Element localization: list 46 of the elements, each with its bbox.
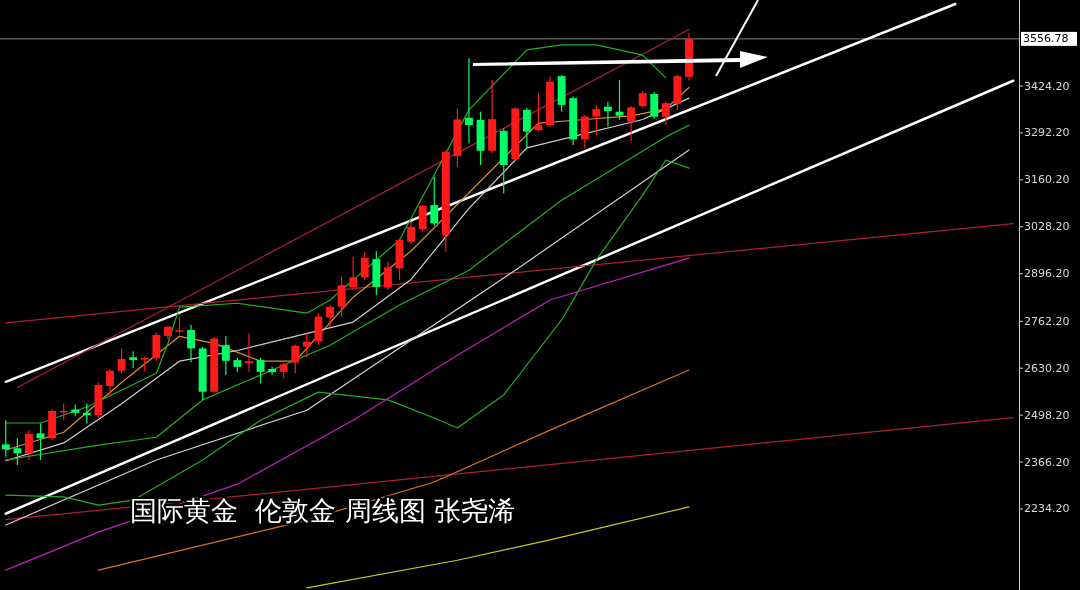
y-tick-label: 2366.20 bbox=[1024, 455, 1070, 469]
candlestick bbox=[326, 304, 334, 328]
candlestick bbox=[418, 204, 427, 233]
candlestick bbox=[256, 357, 265, 384]
candlestick bbox=[337, 275, 346, 318]
candlestick bbox=[430, 176, 439, 227]
candlestick bbox=[534, 92, 543, 133]
y-tick-label: 2630.20 bbox=[1024, 361, 1070, 375]
candlestick bbox=[187, 324, 195, 363]
line-series bbox=[5, 257, 690, 571]
candlestick bbox=[36, 422, 45, 461]
candlestick bbox=[627, 105, 636, 143]
y-tick-label: 3028.20 bbox=[1024, 220, 1070, 234]
candlestick bbox=[383, 261, 392, 291]
candlestick bbox=[268, 366, 277, 376]
candlestick bbox=[221, 335, 230, 376]
candlestick bbox=[13, 437, 22, 466]
candlestick bbox=[592, 104, 601, 136]
candlestick bbox=[349, 256, 358, 289]
y-tick-label: 3160.20 bbox=[1024, 173, 1070, 187]
candlestick bbox=[650, 91, 659, 120]
candlestick bbox=[117, 347, 126, 374]
candlestick bbox=[25, 429, 33, 461]
y-tick-label: 2762.20 bbox=[1024, 314, 1070, 328]
candlestick bbox=[603, 101, 612, 128]
candlestick bbox=[106, 368, 114, 398]
candlestick bbox=[407, 221, 416, 245]
candlestick bbox=[245, 332, 253, 373]
y-tick-label: 2896.20 bbox=[1024, 267, 1070, 281]
y-tick-label: 3292.20 bbox=[1024, 126, 1070, 140]
y-tick-label: 2498.20 bbox=[1024, 408, 1070, 422]
candlestick bbox=[291, 343, 300, 374]
line-series bbox=[5, 44, 667, 424]
candlestick bbox=[360, 251, 369, 281]
candlestick bbox=[302, 332, 311, 358]
candlestick bbox=[1, 419, 10, 458]
ref-line-label: 3556.78 bbox=[1023, 32, 1069, 46]
y-tick-label: 3424.20 bbox=[1024, 79, 1070, 93]
candlestick bbox=[661, 101, 670, 126]
candlestick bbox=[465, 57, 473, 144]
line-series bbox=[97, 369, 690, 571]
candlestick bbox=[580, 114, 589, 149]
candlestick bbox=[152, 332, 161, 362]
y-tick-label: 2234.20 bbox=[1024, 502, 1070, 516]
candlestick bbox=[522, 107, 531, 149]
candlestick bbox=[615, 79, 624, 121]
